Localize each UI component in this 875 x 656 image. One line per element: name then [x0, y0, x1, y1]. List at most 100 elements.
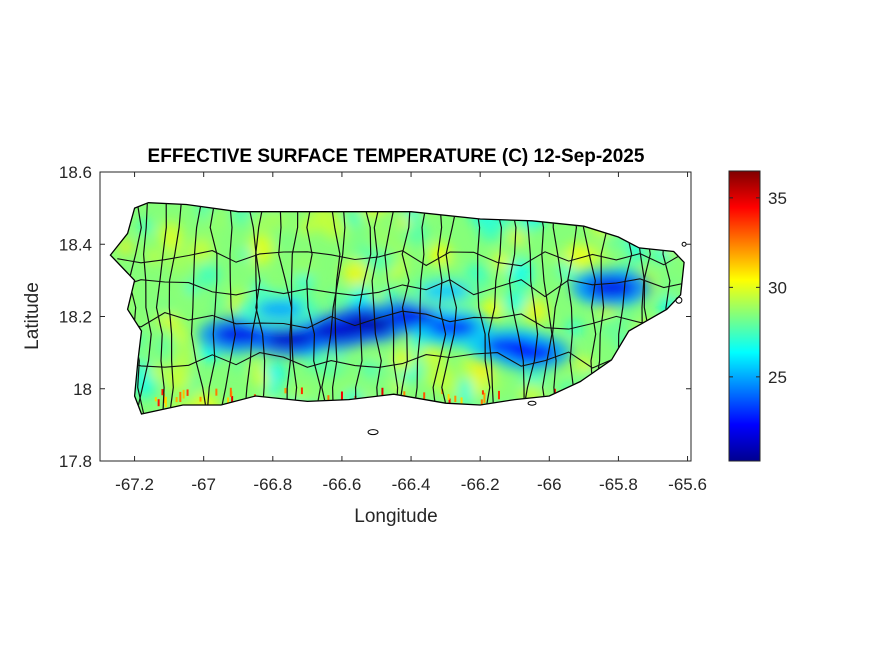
heat-cell [406, 224, 428, 246]
heat-cell [427, 362, 455, 390]
municipality-line [117, 250, 685, 267]
y-tick-label: 18.2 [59, 308, 92, 327]
ridge-core [255, 300, 304, 319]
heat-cell [458, 379, 474, 395]
x-tick-label: -66.4 [392, 475, 431, 494]
colorbar: 25 30 35 [728, 170, 787, 462]
heat-cell [504, 289, 529, 314]
municipality-line [219, 202, 236, 414]
warm-spot [199, 396, 202, 402]
municipality-line [551, 202, 563, 414]
ridge-core [345, 314, 394, 333]
heat-cell [361, 358, 381, 378]
municipality-line [412, 202, 428, 414]
heat-cell [474, 359, 494, 379]
y-tick-label: 18 [73, 380, 92, 399]
municipality-line [384, 202, 399, 414]
warm-spot [161, 389, 164, 396]
municipality-boundaries [117, 202, 685, 414]
warm-spot [340, 391, 343, 401]
warm-spot [231, 396, 234, 407]
x-tick-label: -67 [191, 475, 216, 494]
municipality-line [244, 202, 265, 414]
warm-spot [454, 395, 457, 403]
warm-spot [179, 391, 182, 402]
x-tick-label: -65.8 [599, 475, 638, 494]
y-tick-label: 17.8 [59, 452, 92, 471]
municipality-line [135, 202, 152, 414]
warm-spot [403, 391, 406, 397]
warm-spot [227, 397, 230, 407]
warm-spot [186, 389, 189, 396]
plot-area: -67.2 -67 -66.8 -66.6 -66.4 -66.2 -66 -65.8 -65.… [59, 163, 707, 494]
municipality-line [474, 202, 491, 414]
warm-spot [157, 399, 160, 407]
municipality-line [321, 202, 346, 414]
municipality-line [168, 202, 182, 414]
municipality-line [397, 202, 411, 414]
heat-cell [293, 387, 309, 403]
heat-cell [329, 352, 342, 365]
ridge-core [421, 282, 470, 301]
warm-spot [215, 388, 218, 396]
municipality-line [155, 202, 167, 414]
heat-cell [359, 223, 373, 238]
warm-spot [497, 390, 500, 400]
warm-spot [460, 397, 463, 407]
ridge-core [508, 343, 557, 362]
municipality-line [371, 202, 382, 414]
warm-spot [553, 388, 556, 393]
heat-cell [305, 355, 321, 371]
y-axis-label: Latitude [22, 282, 43, 350]
chart-title: EFFECTIVE SURFACE TEMPERATURE (C) 12-Sep… [148, 146, 645, 167]
heat-cell [163, 313, 179, 329]
heat-cell [397, 215, 410, 228]
municipality-line [247, 202, 266, 414]
municipality-line [206, 202, 218, 414]
warm-spot [483, 392, 486, 403]
municipality-line [441, 202, 459, 414]
heat-cell [577, 357, 592, 373]
x-tick-label: -66 [537, 475, 562, 494]
colorbar-tick-label: 30 [768, 278, 787, 297]
warm-spot [175, 397, 178, 403]
municipality-line [286, 202, 299, 414]
x-tick-label: -65.6 [668, 475, 707, 494]
heat-cell [291, 252, 317, 278]
warm-spot [300, 387, 303, 395]
heat-cell [479, 298, 503, 321]
heat-cell [391, 349, 415, 373]
warm-spot [229, 387, 232, 397]
heat-cell [165, 247, 193, 275]
heat-cell [368, 226, 396, 254]
x-tick-label: -67.2 [115, 475, 154, 494]
heat-cell [419, 341, 444, 366]
y-tick-label: 18.4 [59, 235, 92, 254]
y-axis: 17.8 18 18.2 18.4 18.6 [59, 163, 691, 471]
warm-spot [481, 390, 484, 395]
warm-spot [447, 394, 450, 400]
heat-cell [212, 297, 225, 310]
municipality-line [330, 202, 341, 414]
heat-cell [164, 364, 192, 392]
heat-cell [346, 259, 361, 273]
warm-spot [423, 392, 426, 403]
small-island [675, 296, 683, 304]
heat-cell [252, 370, 270, 387]
ridge-core [428, 318, 477, 337]
heat-cell [543, 263, 564, 285]
heat-cell [230, 356, 247, 373]
warm-spot [381, 387, 384, 397]
warm-spot [448, 398, 451, 403]
heat-cell [249, 359, 264, 374]
municipality-line [522, 202, 539, 414]
colorbar-ticks: 25 30 35 [729, 189, 787, 387]
municipality-line [354, 202, 372, 414]
municipality-line [306, 202, 322, 414]
heat-cell [349, 286, 375, 311]
warm-spot [182, 389, 185, 399]
x-axis-label: Longitude [354, 506, 437, 527]
x-tick-label: -66.6 [323, 475, 362, 494]
heat-cell [374, 267, 390, 283]
